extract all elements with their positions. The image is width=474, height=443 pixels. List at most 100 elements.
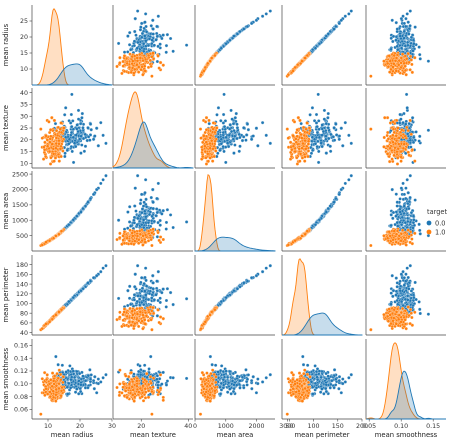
point-class-1 bbox=[158, 60, 163, 65]
point-class-1 bbox=[406, 52, 410, 56]
point-class-0 bbox=[79, 288, 83, 293]
point-class-1 bbox=[413, 231, 417, 236]
point-class-0 bbox=[149, 195, 153, 200]
point-class-0 bbox=[398, 34, 402, 38]
point-class-0 bbox=[244, 133, 249, 137]
point-class-0 bbox=[402, 192, 407, 197]
point-class-1 bbox=[413, 159, 417, 163]
point-class-0 bbox=[74, 133, 78, 137]
point-class-1 bbox=[394, 138, 399, 143]
point-class-0 bbox=[417, 45, 421, 49]
point-class-0 bbox=[254, 126, 259, 130]
point-class-0 bbox=[144, 197, 148, 202]
point-class-0 bbox=[81, 206, 85, 211]
point-class-1 bbox=[210, 138, 214, 143]
point-class-0 bbox=[418, 228, 422, 233]
point-class-0 bbox=[339, 18, 343, 22]
panel-2-0 bbox=[31, 171, 112, 252]
point-class-1 bbox=[157, 238, 161, 243]
point-class-0 bbox=[83, 132, 87, 137]
point-class-0 bbox=[230, 117, 234, 121]
point-class-1 bbox=[285, 127, 289, 131]
point-class-1 bbox=[383, 116, 387, 120]
point-class-1 bbox=[150, 231, 154, 235]
point-class-0 bbox=[312, 137, 317, 141]
point-class-0 bbox=[184, 43, 189, 47]
point-class-1 bbox=[385, 61, 390, 66]
point-class-0 bbox=[326, 111, 330, 116]
point-class-0 bbox=[231, 122, 236, 126]
point-class-1 bbox=[50, 116, 54, 120]
point-class-0 bbox=[339, 126, 343, 130]
point-class-0 bbox=[75, 123, 79, 127]
point-class-1 bbox=[403, 237, 407, 242]
pairplot-panels bbox=[31, 5, 446, 420]
point-class-0 bbox=[313, 46, 318, 50]
point-class-1 bbox=[369, 243, 373, 248]
point-class-0 bbox=[151, 206, 155, 211]
point-class-0 bbox=[86, 200, 90, 204]
point-class-1 bbox=[139, 68, 143, 72]
point-class-0 bbox=[334, 133, 339, 137]
point-class-1 bbox=[397, 234, 401, 238]
point-class-0 bbox=[65, 148, 69, 153]
point-class-0 bbox=[161, 209, 165, 213]
point-class-0 bbox=[407, 32, 411, 36]
point-class-0 bbox=[133, 204, 137, 208]
point-class-0 bbox=[91, 192, 96, 197]
point-class-0 bbox=[406, 20, 410, 24]
point-class-0 bbox=[222, 149, 226, 154]
point-class-1 bbox=[52, 118, 57, 123]
point-class-1 bbox=[207, 118, 211, 123]
point-class-0 bbox=[233, 143, 237, 147]
point-class-0 bbox=[80, 143, 84, 147]
panel-0-3 bbox=[281, 5, 362, 86]
point-class-1 bbox=[54, 234, 58, 238]
point-class-0 bbox=[142, 49, 146, 54]
point-class-1 bbox=[395, 162, 400, 166]
point-class-0 bbox=[132, 221, 137, 225]
point-class-0 bbox=[411, 214, 416, 218]
point-class-1 bbox=[390, 157, 394, 161]
point-class-1 bbox=[399, 149, 403, 154]
point-class-0 bbox=[320, 123, 324, 127]
point-class-0 bbox=[136, 216, 140, 221]
point-class-0 bbox=[260, 121, 265, 125]
point-class-0 bbox=[411, 226, 415, 230]
point-class-0 bbox=[409, 35, 414, 40]
point-class-1 bbox=[292, 120, 297, 124]
point-class-0 bbox=[144, 39, 148, 43]
point-class-1 bbox=[391, 133, 395, 137]
point-class-0 bbox=[135, 174, 140, 178]
point-class-0 bbox=[150, 41, 154, 46]
point-class-1 bbox=[387, 230, 391, 234]
point-class-0 bbox=[391, 210, 396, 215]
point-class-1 bbox=[289, 154, 294, 159]
point-class-1 bbox=[406, 128, 410, 133]
point-class-1 bbox=[300, 146, 304, 150]
point-class-0 bbox=[251, 134, 255, 138]
point-class-1 bbox=[391, 140, 395, 144]
point-class-0 bbox=[140, 210, 144, 215]
point-class-1 bbox=[303, 159, 307, 163]
point-class-0 bbox=[155, 34, 159, 39]
point-class-1 bbox=[45, 144, 50, 148]
point-class-1 bbox=[47, 120, 51, 124]
point-class-0 bbox=[426, 128, 431, 132]
point-class-0 bbox=[146, 221, 151, 225]
point-class-1 bbox=[208, 59, 212, 63]
point-class-1 bbox=[58, 147, 63, 151]
point-class-1 bbox=[141, 73, 145, 77]
point-class-0 bbox=[399, 223, 404, 227]
point-class-1 bbox=[199, 136, 203, 140]
point-class-0 bbox=[144, 30, 149, 34]
point-class-0 bbox=[233, 134, 237, 138]
point-class-1 bbox=[391, 120, 395, 124]
point-class-0 bbox=[225, 141, 230, 145]
point-class-0 bbox=[324, 210, 329, 214]
point-class-0 bbox=[132, 43, 137, 48]
point-class-1 bbox=[403, 230, 408, 235]
point-class-1 bbox=[143, 64, 147, 68]
point-class-0 bbox=[133, 16, 137, 21]
point-class-0 bbox=[158, 42, 162, 46]
